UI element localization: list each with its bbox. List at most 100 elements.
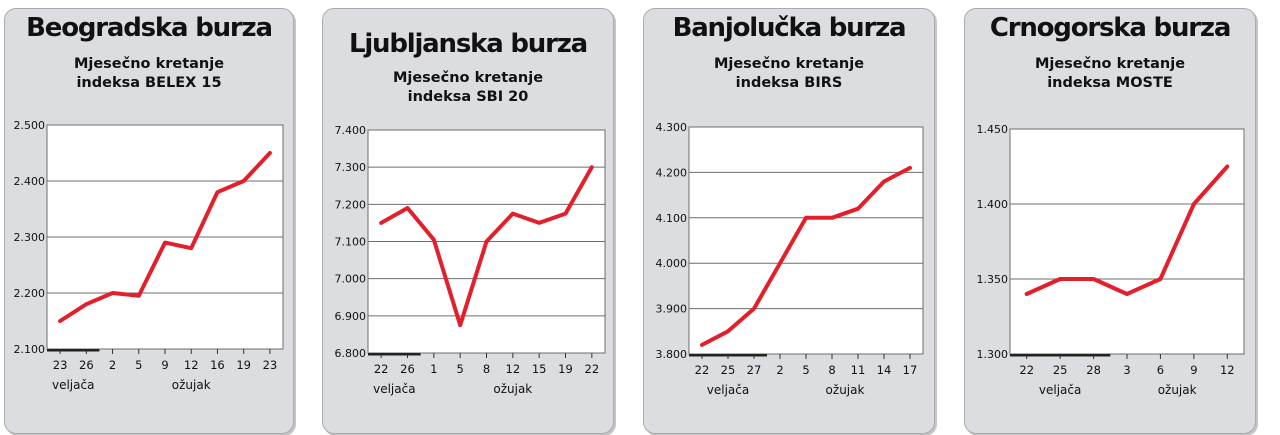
plot-area (688, 126, 924, 355)
data-point (778, 261, 782, 265)
y-tick-label: 1.350 (977, 273, 1009, 286)
month-label: ožujak (493, 382, 532, 396)
y-tick-label: 6.900 (335, 310, 367, 323)
data-point (268, 151, 272, 155)
x-tick-label: 26 (79, 358, 94, 372)
month-label: veljača (52, 378, 94, 392)
x-tick-label: 6 (1157, 363, 1164, 377)
y-tick-label: 1.400 (977, 198, 1009, 211)
x-tick-label: 23 (53, 358, 68, 372)
data-point (242, 179, 246, 183)
data-point (84, 302, 88, 306)
x-tick-label: 12 (184, 358, 199, 372)
chart-panel-belgrade: Beogradska burza Mjesečno kretanje indek… (4, 8, 294, 434)
data-point (58, 319, 62, 323)
y-tick-label: 4.000 (656, 257, 688, 270)
x-tick-label: 2 (109, 358, 116, 372)
data-point (458, 323, 462, 327)
data-point (563, 212, 568, 216)
chart-subtitle: Mjesečno kretanje indeksa MOSTE (965, 55, 1255, 93)
chart-title: Beogradska burza (26, 13, 273, 43)
x-tick-label: 5 (135, 358, 142, 372)
x-tick-label: 12 (506, 362, 521, 376)
data-point (163, 241, 167, 245)
y-tick-label: 2.300 (14, 231, 46, 244)
x-tick-label: 22 (695, 363, 710, 377)
chart-title: Banjolučka burza (672, 13, 907, 43)
data-point (110, 291, 115, 295)
month-label: ožujak (172, 378, 211, 392)
chart-title: Ljubljanska burza (348, 29, 588, 59)
month-label: veljača (1039, 383, 1081, 397)
data-point (537, 221, 541, 225)
x-tick-label: 19 (558, 362, 573, 376)
y-tick-label: 7.000 (335, 273, 367, 286)
data-point (908, 166, 912, 170)
x-tick-label: 8 (828, 363, 835, 377)
chart-panel-ljubljana: Ljubljanska burza Mjesečno kretanje inde… (322, 8, 614, 434)
x-tick-label: 9 (161, 358, 168, 372)
data-point (1225, 164, 1229, 169)
x-tick-label: 2 (776, 363, 783, 377)
y-tick-label: 7.100 (335, 236, 367, 249)
data-point (882, 179, 886, 184)
chart-panel-banja-luka: Banjolučka burza Mjesečno kretanje indek… (643, 8, 935, 434)
y-tick-label: 7.400 (335, 124, 367, 137)
data-point (726, 329, 730, 333)
x-tick-label: 25 (1053, 363, 1068, 377)
month-label: veljača (707, 383, 749, 397)
plot-area (1009, 128, 1245, 355)
x-tick-label: 15 (532, 362, 547, 376)
x-tick-label: 22 (585, 362, 600, 376)
subtitle-line-1: Mjesečno kretanje (713, 56, 865, 72)
y-tick-label: 1.450 (977, 123, 1009, 136)
data-point (752, 307, 756, 311)
month-label: ožujak (826, 383, 865, 397)
x-tick-label: 11 (851, 363, 866, 377)
x-tick-label: 22 (1019, 363, 1034, 377)
data-point (1192, 202, 1196, 206)
data-point (215, 190, 220, 194)
x-tick-label: 16 (210, 358, 225, 372)
x-tick-label: 9 (1190, 363, 1197, 377)
line-chart-sbi20: 6.800 6.900 7.000 7.100 7.200 7.300 7.400 22 26 1… (335, 124, 606, 396)
x-tick-label: 12 (1220, 363, 1235, 377)
chart-subtitle: Mjesečno kretanje indeksa BELEX 15 (5, 55, 293, 93)
data-point (511, 212, 515, 216)
month-label: ožujak (1158, 383, 1197, 397)
data-point (804, 216, 808, 220)
x-tick-label: 28 (1086, 363, 1101, 377)
y-tick-label: 4.100 (656, 212, 688, 225)
y-tick-label: 6.800 (335, 347, 367, 360)
chart-panel-montenegro: Crnogorska burza Mjesečno kretanje indek… (964, 8, 1256, 434)
y-tick-label: 7.300 (335, 161, 367, 174)
y-tick-label: 3.800 (656, 348, 688, 361)
x-tick-label: 8 (483, 362, 490, 376)
x-tick-label: 5 (802, 363, 809, 377)
subtitle-line-2: indeksa BELEX 15 (76, 75, 222, 91)
x-tick-label: 25 (721, 363, 736, 377)
chart-subtitle: Mjesečno kretanje indeksa SBI 20 (323, 69, 613, 107)
y-tick-label: 4.300 (656, 121, 688, 134)
data-point (1058, 277, 1062, 281)
x-tick-label: 14 (877, 363, 892, 377)
subtitle-line-1: Mjesečno kretanje (1034, 56, 1186, 72)
data-point (1091, 277, 1096, 281)
subtitle-line-1: Mjesečno kretanje (73, 56, 225, 72)
data-point (432, 238, 436, 242)
data-point (379, 221, 383, 225)
y-tick-label: 4.200 (656, 166, 688, 179)
x-tick-label: 27 (747, 363, 762, 377)
line-chart-belex15: 2.100 2.200 2.300 2.400 2.500 23 26 2 5 9 12 16 19 23… (14, 119, 284, 392)
month-bar (47, 349, 100, 352)
y-tick-label: 7.200 (335, 198, 367, 211)
x-tick-label: 22 (374, 362, 389, 376)
y-tick-label: 2.400 (14, 175, 46, 188)
month-bar (368, 353, 421, 356)
x-tick-label: 26 (400, 362, 415, 376)
data-point (1025, 292, 1029, 296)
x-tick-label: 17 (903, 363, 918, 377)
subtitle-line-2: indeksa MOSTE (1047, 75, 1173, 91)
x-tick-label: 23 (263, 358, 278, 372)
